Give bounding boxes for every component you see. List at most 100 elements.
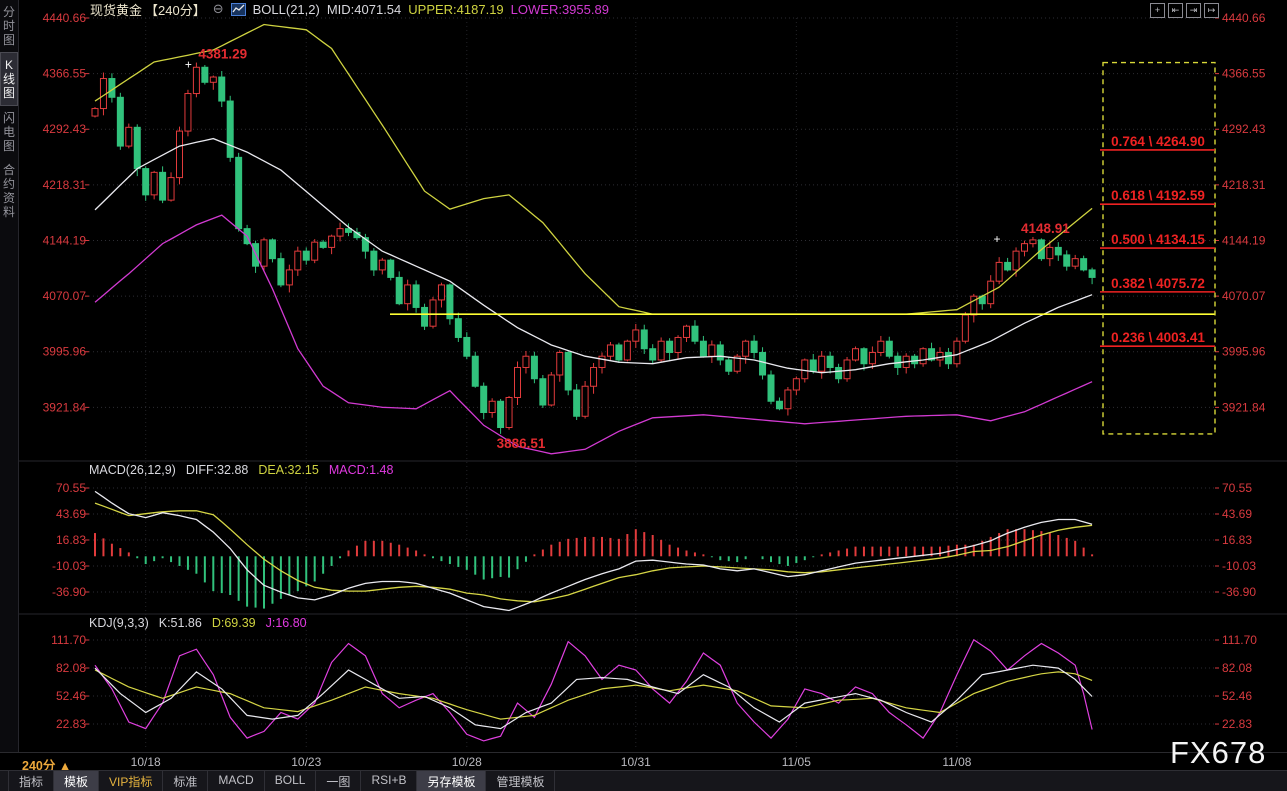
candle-body [1004, 261, 1012, 271]
main-chart-canvas[interactable]: 4440.66 4440.66 4366.55 4366.55 4292.43 4292.… [0, 0, 1287, 752]
y-axis-label-right: 43.69 [1222, 507, 1252, 521]
candle-body [345, 228, 352, 233]
y-axis-label-right: -36.90 [1222, 585, 1256, 599]
candle-body [911, 355, 919, 365]
candle-body [192, 66, 200, 95]
bottom-toolbar: 指标 模板 VIP指标 标准 MACD BOLL 一图 RSI+B 另存模板 管理模板 [0, 770, 1287, 791]
candle-body [623, 340, 631, 361]
collapse-icon[interactable]: ⊖ [212, 1, 224, 16]
toolbar-tab-标准[interactable]: 标准 [163, 771, 209, 791]
detach-icon[interactable]: ↦ [1204, 3, 1219, 18]
candle-body [150, 171, 158, 196]
date-label: 10/31 [620, 755, 651, 769]
candle-body [311, 241, 319, 261]
candle-body [691, 325, 699, 342]
candle-body [167, 177, 175, 201]
y-axis-label-left: 4292.43 [43, 122, 87, 136]
toolbar-tab-一图[interactable]: 一图 [316, 771, 362, 791]
y-axis-label-left: -36.90 [52, 585, 86, 599]
y-axis-label-right: 52.46 [1222, 689, 1252, 703]
candle-body [421, 306, 429, 327]
candle-body [547, 374, 555, 406]
period-arrow-icon: ▲ [58, 759, 72, 773]
toolbar-tab-模板[interactable]: 模板 [54, 771, 100, 791]
candle-body [590, 366, 598, 387]
toolbar-tab-另存模板[interactable]: 另存模板 [417, 771, 487, 791]
candle-body [522, 355, 530, 368]
y-axis-label-right: 70.55 [1222, 481, 1252, 495]
y-axis-label-right: 111.70 [1222, 633, 1257, 647]
candle-body [733, 355, 741, 372]
pan-icon[interactable]: + [1150, 3, 1165, 18]
y-axis-label-left: 4366.55 [43, 67, 87, 81]
candle-body [556, 351, 564, 376]
candle-body [1071, 258, 1079, 267]
y-axis-label-left: 16.83 [56, 533, 86, 547]
candle-body [928, 348, 936, 361]
candle-body [1012, 250, 1020, 271]
sidebar-tab-合约资料[interactable]: 合约资料 [2, 163, 15, 219]
sidebar-tab-闪电图[interactable]: 闪电图 [2, 111, 15, 153]
candle-body [843, 359, 851, 380]
y-axis-label-left: 111.70 [51, 633, 86, 647]
candle-body [961, 314, 969, 342]
toolbar-tab-指标[interactable]: 指标 [8, 771, 55, 791]
sidebar-tab-分时图[interactable]: 分时图 [2, 5, 15, 47]
cross-marker: + [993, 232, 1000, 246]
candle-body [395, 276, 403, 305]
y-axis-label-right: 3921.84 [1222, 400, 1266, 414]
toolbar-tab-MACD[interactable]: MACD [208, 771, 265, 791]
candle-body [285, 269, 293, 286]
candle-body [750, 340, 758, 353]
toolbar-tab-RSI+B[interactable]: RSI+B [361, 771, 418, 791]
candle-body [277, 258, 285, 286]
period-label: 【240分】 [145, 2, 206, 18]
date-label: 11/08 [942, 755, 972, 769]
period-selector[interactable]: 240分 ▲ [22, 759, 72, 773]
candle-body [463, 336, 471, 357]
candle-body [877, 340, 885, 353]
candle-body [657, 340, 665, 361]
time-axis: 240分 ▲ 10/18 10/23 10/28 10/31 11/05 11/08 [0, 752, 1287, 773]
toolbar-tab-VIP指标[interactable]: VIP指标 [99, 771, 164, 791]
kdj-j-line [94, 638, 1093, 742]
candle-body [1063, 254, 1071, 267]
boll-upper-value: UPPER:4187.19 [408, 1, 504, 17]
candle-body [716, 344, 724, 361]
toolbar-tab-BOLL[interactable]: BOLL [265, 771, 317, 791]
candle-body [1080, 258, 1088, 271]
candle-body [142, 168, 150, 196]
chart-type-icon[interactable] [230, 2, 246, 16]
candle-body [361, 237, 369, 252]
candle-body [176, 130, 183, 179]
candle-body [894, 355, 902, 368]
fibonacci-level-label: 0.236 \ 4003.41 [1111, 330, 1205, 345]
axis-left-icon[interactable]: ⇤ [1168, 3, 1183, 18]
y-axis-label-right: 82.08 [1222, 661, 1252, 675]
candle-body [835, 366, 843, 380]
candle-body [328, 235, 336, 248]
candle-body [784, 389, 792, 410]
axis-right-icon[interactable]: ⇥ [1186, 3, 1201, 18]
candle-body [370, 250, 378, 271]
y-axis-label-left: 4144.19 [43, 234, 87, 248]
candle-body [649, 348, 657, 361]
date-label: 10/28 [451, 755, 482, 769]
candle-body [818, 355, 826, 372]
cross-marker: + [185, 58, 192, 72]
candle-body [235, 156, 243, 230]
candle-body [91, 108, 99, 117]
candle-body [640, 329, 648, 350]
candle-body [471, 355, 479, 387]
y-axis-label-left: 3921.84 [43, 400, 87, 414]
candle-body [488, 400, 496, 414]
symbol-name: 现货黄金 [90, 2, 143, 18]
candle-body [683, 325, 690, 338]
macd-params: MACD(26,12,9) [89, 463, 176, 477]
candle-body [759, 351, 767, 376]
candle-body [598, 355, 606, 368]
toolbar-tab-管理模板[interactable]: 管理模板 [486, 771, 556, 791]
candle-body [666, 340, 674, 353]
y-axis-label-left: 82.08 [56, 661, 86, 675]
